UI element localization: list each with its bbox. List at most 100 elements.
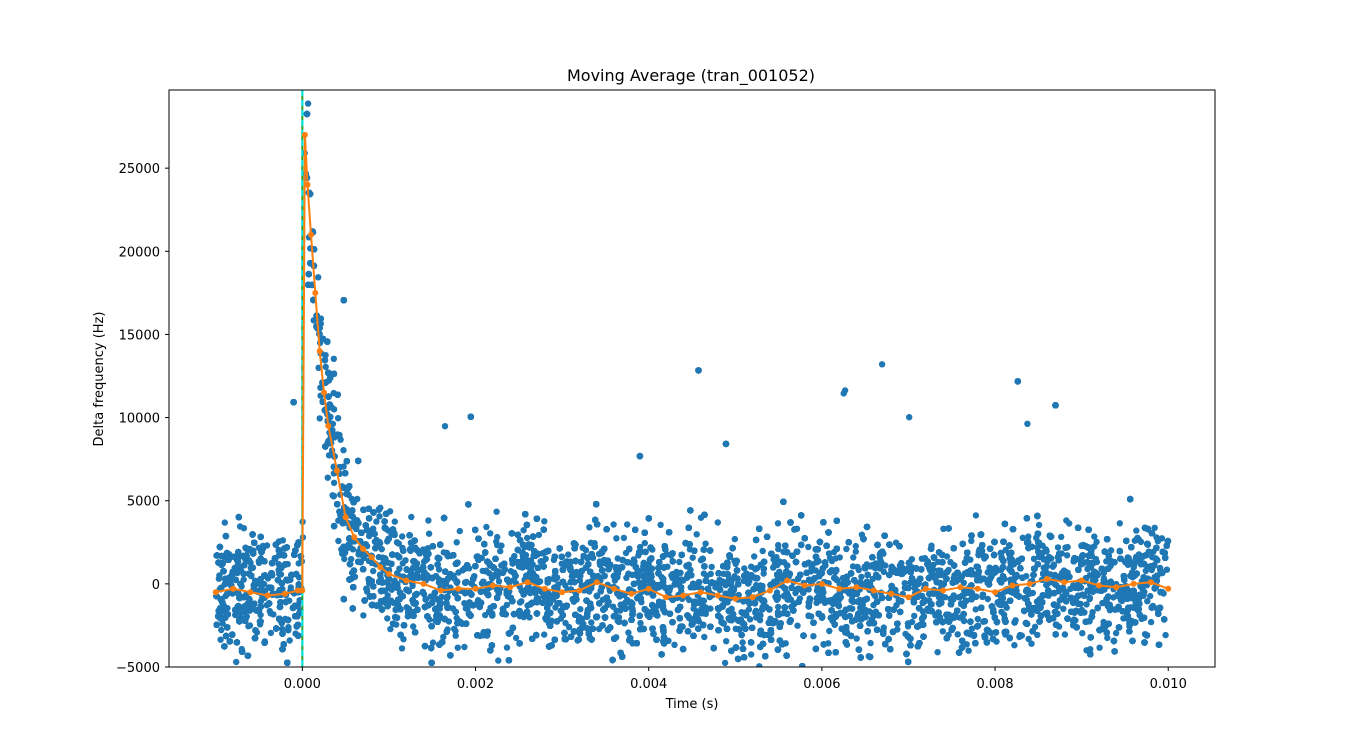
- raw-point: [810, 633, 817, 640]
- raw-point: [278, 625, 286, 633]
- raw-point: [1133, 527, 1140, 534]
- raw-point: [689, 554, 696, 561]
- raw-point: [641, 539, 648, 547]
- raw-point: [940, 525, 947, 532]
- raw-point: [911, 612, 918, 620]
- raw-point: [934, 649, 941, 656]
- raw-point: [495, 657, 502, 664]
- raw-point: [286, 637, 293, 644]
- raw-point: [1025, 533, 1032, 540]
- raw-point: [455, 569, 462, 576]
- raw-point: [494, 533, 501, 541]
- raw-point: [1028, 640, 1035, 647]
- raw-point: [731, 535, 738, 543]
- raw-point: [636, 543, 644, 551]
- raw-point: [741, 565, 748, 572]
- raw-point: [218, 626, 225, 634]
- raw-point: [760, 570, 767, 577]
- raw-point: [1044, 609, 1051, 616]
- raw-point: [832, 555, 839, 562]
- raw-point: [542, 555, 549, 562]
- raw-point: [882, 562, 889, 569]
- raw-point: [852, 548, 859, 555]
- raw-point: [410, 623, 417, 630]
- raw-point: [963, 641, 970, 648]
- raw-point: [1087, 646, 1094, 653]
- raw-point: [840, 668, 846, 674]
- raw-scatter-series: [213, 100, 1172, 674]
- raw-point: [693, 531, 700, 538]
- raw-point: [968, 625, 976, 632]
- raw-point: [263, 542, 271, 549]
- raw-point: [1151, 524, 1158, 531]
- raw-point: [395, 540, 402, 547]
- raw-point: [335, 537, 342, 545]
- raw-point: [805, 586, 812, 593]
- raw-point: [541, 518, 548, 525]
- raw-point: [520, 527, 527, 534]
- raw-point: [452, 632, 459, 639]
- raw-point: [408, 513, 415, 521]
- raw-point: [972, 512, 980, 519]
- raw-point: [954, 631, 961, 638]
- raw-point: [657, 521, 664, 528]
- raw-point: [852, 542, 859, 550]
- raw-point: [579, 544, 586, 551]
- raw-point: [232, 611, 239, 619]
- raw-point: [317, 384, 324, 391]
- raw-point: [376, 513, 383, 520]
- raw-point: [329, 420, 337, 428]
- raw-point: [461, 600, 468, 607]
- raw-point: [503, 644, 511, 651]
- raw-point: [1079, 630, 1086, 637]
- raw-point: [840, 668, 846, 674]
- raw-point: [1011, 642, 1018, 649]
- raw-point: [387, 625, 394, 633]
- raw-point: [1051, 571, 1059, 579]
- raw-point: [524, 534, 531, 542]
- raw-point: [1083, 601, 1090, 608]
- raw-point: [493, 508, 500, 515]
- raw-point: [685, 596, 693, 604]
- raw-point: [1025, 635, 1032, 643]
- raw-point: [267, 629, 275, 637]
- raw-point: [849, 563, 857, 570]
- raw-point: [425, 517, 432, 524]
- raw-point: [1034, 631, 1041, 639]
- raw-point: [676, 558, 683, 566]
- raw-point: [1060, 605, 1067, 612]
- raw-point: [935, 599, 942, 607]
- raw-point: [972, 606, 979, 613]
- raw-point: [637, 619, 644, 627]
- plot-area: [212, 90, 1172, 674]
- raw-point: [965, 647, 972, 654]
- raw-point: [624, 521, 631, 528]
- raw-point: [984, 595, 991, 603]
- raw-point: [438, 593, 445, 601]
- raw-point: [748, 651, 755, 658]
- raw-point: [304, 100, 312, 107]
- raw-point: [1035, 521, 1043, 529]
- raw-point: [503, 601, 511, 609]
- raw-point: [610, 603, 617, 610]
- raw-point: [217, 636, 224, 643]
- raw-point: [610, 521, 617, 528]
- raw-point: [512, 634, 520, 642]
- raw-point: [425, 530, 433, 537]
- raw-point: [216, 572, 223, 579]
- raw-point: [857, 579, 864, 586]
- raw-point: [315, 274, 322, 281]
- raw-point: [714, 519, 721, 526]
- raw-point: [968, 537, 975, 545]
- raw-point: [257, 598, 265, 605]
- raw-point: [429, 639, 437, 646]
- raw-point: [939, 628, 946, 635]
- raw-point: [898, 559, 905, 567]
- raw-point: [1024, 420, 1031, 427]
- raw-point: [440, 633, 447, 641]
- raw-point: [901, 580, 908, 587]
- raw-point: [236, 523, 244, 530]
- raw-point: [960, 579, 967, 586]
- raw-point: [562, 619, 569, 627]
- raw-point: [279, 537, 287, 544]
